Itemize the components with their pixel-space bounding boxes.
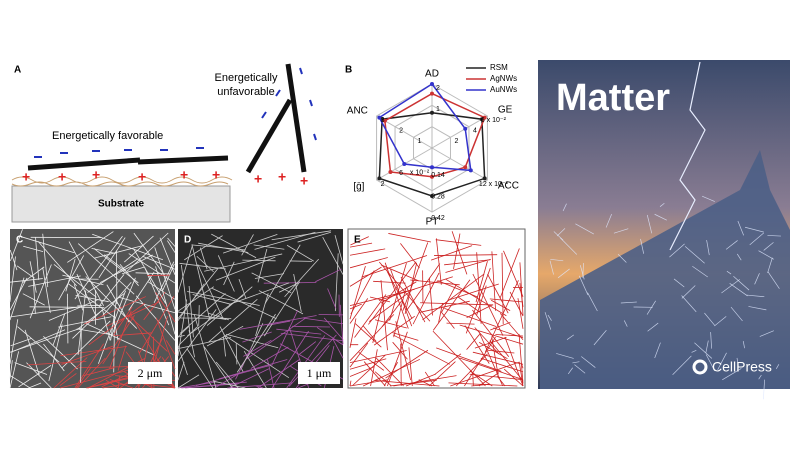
scale-bar-label: 1 μm [307,366,332,380]
radar-tick-label: 2 [455,138,459,145]
radar-axis-label: ANC [347,106,368,117]
radar-point [377,176,381,180]
radar-tick-label: 12 x 10⁻² [479,181,509,188]
radar-tick-label: 6 x 10⁻² [481,117,507,124]
unfavorable-label: Energetically [215,72,278,84]
favorable-label: Energetically favorable [52,130,163,142]
radar-tick-label: 0.14 [431,172,445,179]
panel-label: D [184,235,191,246]
svg-text:+: + [180,167,188,183]
radar-tick-label: 4 [473,128,477,135]
radar-tick-label: 1 [436,106,440,113]
plus-charges: + + + + + + + + + [22,167,308,189]
svg-text:+: + [212,167,220,183]
nanowire-layer [12,177,232,186]
radar-tick-label: 2 [436,85,440,92]
svg-text:+: + [22,169,30,185]
radar-point [402,162,406,166]
svg-text:+: + [278,169,286,185]
radar-point [430,165,434,169]
radar-tick-label: 1 [418,138,422,145]
radar-tick-label: 2 [381,181,385,188]
radar-tick-label: 0.42 [431,215,445,222]
radar-point [463,165,467,169]
svg-text:+: + [300,173,308,189]
nanowire [401,344,402,386]
radar-tick-label: 6 [399,170,403,177]
radar-axis-label: GE [498,105,513,116]
substrate-label: Substrate [98,199,145,210]
panel-label: B [345,65,352,76]
radar-point [483,176,487,180]
radar-tick-label: 0.28 [431,194,445,201]
radar-tick-label: 2 [399,128,403,135]
scale-bar-label: 2 μm [138,366,163,380]
radar-point [388,170,392,174]
unfavorable-label: unfavorable [217,86,275,98]
radar-point [430,111,434,115]
svg-text:+: + [58,169,66,185]
legend-label: AgNWs [490,74,517,83]
radar-point [430,92,434,96]
cover-title: Matter [556,77,670,119]
panel-label: C [16,235,23,246]
radar-tick-label: 3 [381,117,385,124]
panel-label: A [14,65,21,76]
radar-point [469,168,473,172]
svg-text:+: + [92,167,100,183]
radar-axis-label: AD [425,69,439,80]
radar-point [430,82,434,86]
panel-label: E [354,235,361,246]
legend-label: RSM [490,63,508,72]
publisher: CellPress [712,359,772,375]
radar-tick-label: x 10⁻² [410,170,430,177]
cover: Matter CellPress [538,60,790,399]
legend-label: AuNWs [490,85,517,94]
svg-text:+: + [138,169,146,185]
radar-axis-label: [ḡ] [353,182,364,193]
radar-point [463,127,467,131]
svg-text:+: + [254,171,262,187]
panel-a: A Energetically favorable Energetically … [12,64,316,222]
